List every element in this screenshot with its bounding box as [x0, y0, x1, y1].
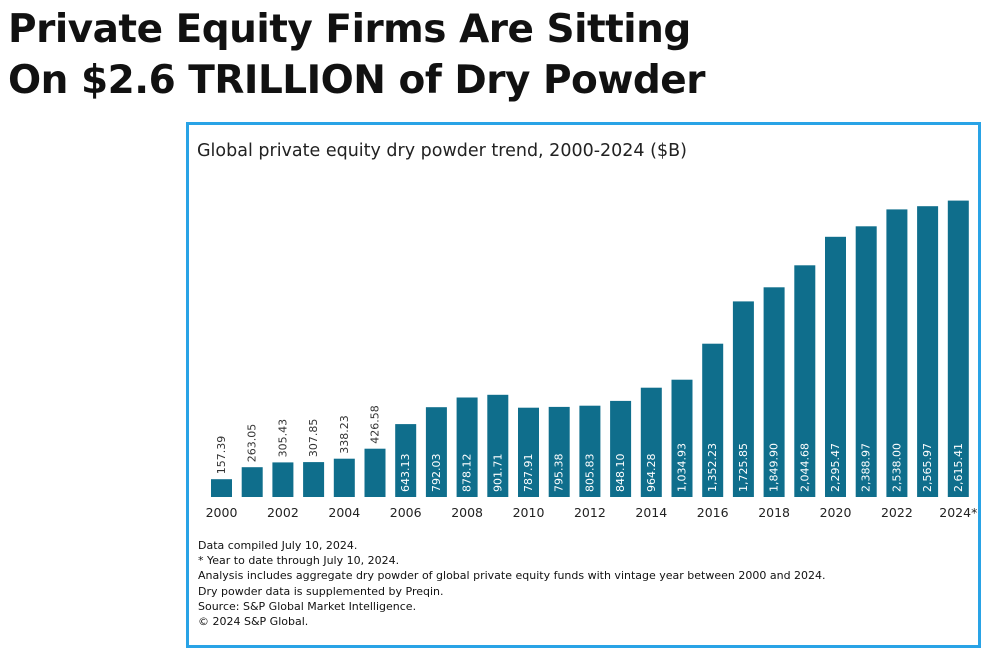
value-label-2018: 1,849.90 — [768, 443, 781, 492]
bar-2002 — [272, 462, 294, 497]
x-tick-2018: 2018 — [758, 505, 790, 520]
value-label-2002: 305.43 — [276, 419, 289, 458]
value-label-2004: 338.23 — [338, 415, 351, 454]
bar-2019 — [794, 265, 816, 497]
x-tick-2008: 2008 — [451, 505, 483, 520]
x-axis-tick-group: 2000 2002 2004 2006 2008 2010 2012 2014 2016 2018… — [206, 505, 978, 520]
x-tick-2014: 2014 — [635, 505, 667, 520]
x-tick-2024*: 2024* — [939, 505, 977, 520]
note-copyright: © 2024 S&P Global. — [198, 615, 309, 629]
x-tick-2016: 2016 — [697, 505, 729, 520]
value-label-2009: 901.71 — [491, 454, 504, 493]
value-label-2007: 792.03 — [430, 454, 443, 493]
bar-2004 — [333, 458, 355, 497]
value-label-2016: 1,352.23 — [706, 443, 719, 492]
x-tick-2006: 2006 — [390, 505, 422, 520]
bar-2003 — [303, 462, 325, 497]
note-analysis: Analysis includes aggregate dry powder o… — [198, 569, 826, 583]
x-tick-2004: 2004 — [328, 505, 360, 520]
bar-2012 — [579, 405, 601, 497]
value-label-2020: 2,295.47 — [829, 443, 842, 492]
bar-2009 — [487, 394, 509, 497]
value-label-2012: 805.83 — [583, 454, 596, 493]
bar-2024* — [947, 200, 969, 497]
chart-title: Global private equity dry powder trend, … — [197, 141, 687, 161]
x-tick-2010: 2010 — [513, 505, 545, 520]
chart-notes: Data compiled July 10, 2024. * Year to d… — [198, 538, 826, 629]
value-label-2008: 878.12 — [461, 454, 474, 493]
bar-2011 — [548, 406, 570, 497]
note-source: Source: S&P Global Market Intelligence. — [198, 599, 417, 613]
x-tick-2012: 2012 — [574, 505, 606, 520]
value-label-2010: 787.91 — [522, 454, 535, 493]
value-label-2024*: 2,615.41 — [952, 443, 965, 492]
bar-2008 — [456, 397, 478, 497]
bar-2022 — [886, 209, 908, 497]
x-tick-2000: 2000 — [206, 505, 238, 520]
bar-2018 — [763, 287, 785, 497]
value-label-2011: 795.38 — [553, 454, 566, 493]
bar-2001 — [241, 467, 263, 497]
bar-2014 — [640, 387, 662, 497]
bar-2015 — [671, 379, 693, 497]
x-tick-2020: 2020 — [820, 505, 852, 520]
value-label-2023: 2,565.97 — [921, 443, 934, 492]
note-ytd: * Year to date through July 10, 2024. — [198, 554, 400, 568]
bar-group — [211, 200, 969, 498]
value-label-2006: 643.13 — [399, 454, 412, 493]
value-label-2017: 1,725.85 — [737, 443, 750, 492]
value-label-2021: 2,388.97 — [860, 443, 873, 492]
x-tick-2022: 2022 — [881, 505, 913, 520]
value-label-2001: 263.05 — [246, 424, 259, 463]
bar-2000 — [211, 479, 232, 497]
bar-2021 — [855, 226, 877, 498]
value-label-2014: 964.28 — [645, 454, 658, 493]
value-label-2019: 2,044.68 — [798, 443, 811, 492]
value-label-2005: 426.58 — [369, 405, 382, 444]
bar-2005 — [364, 448, 386, 497]
value-label-2013: 848.10 — [614, 454, 627, 493]
bar-2010 — [518, 407, 539, 497]
value-label-2000: 157.39 — [215, 436, 228, 475]
x-tick-2002: 2002 — [267, 505, 299, 520]
bar-2016 — [702, 343, 724, 497]
bar-chart: 157.39 263.05 305.43 307.85 338.23 426.58 643.… — [206, 200, 978, 520]
note-compiled: Data compiled July 10, 2024. — [198, 539, 358, 552]
headline-line-2: On $2.6 TRILLION of Dry Powder — [8, 58, 705, 103]
bar-2007 — [425, 407, 447, 497]
bar-2017 — [732, 301, 754, 497]
note-preqin: Dry powder data is supplemented by Preqi… — [198, 584, 444, 598]
bar-2006 — [395, 424, 417, 497]
headline: Private Equity Firms Are Sitting On $2.6… — [8, 4, 705, 106]
chart-panel: Global private equity dry powder trend, … — [186, 122, 981, 648]
bar-2013 — [610, 400, 632, 497]
value-label-2022: 2,538.00 — [890, 443, 903, 492]
bar-2023 — [917, 206, 939, 497]
value-label-2015: 1,034.93 — [676, 443, 689, 492]
bar-2020 — [825, 236, 846, 498]
value-label-2003: 307.85 — [307, 419, 320, 458]
value-label-group: 157.39 263.05 305.43 307.85 338.23 426.58 643.… — [215, 405, 965, 492]
headline-line-1: Private Equity Firms Are Sitting — [8, 7, 691, 52]
